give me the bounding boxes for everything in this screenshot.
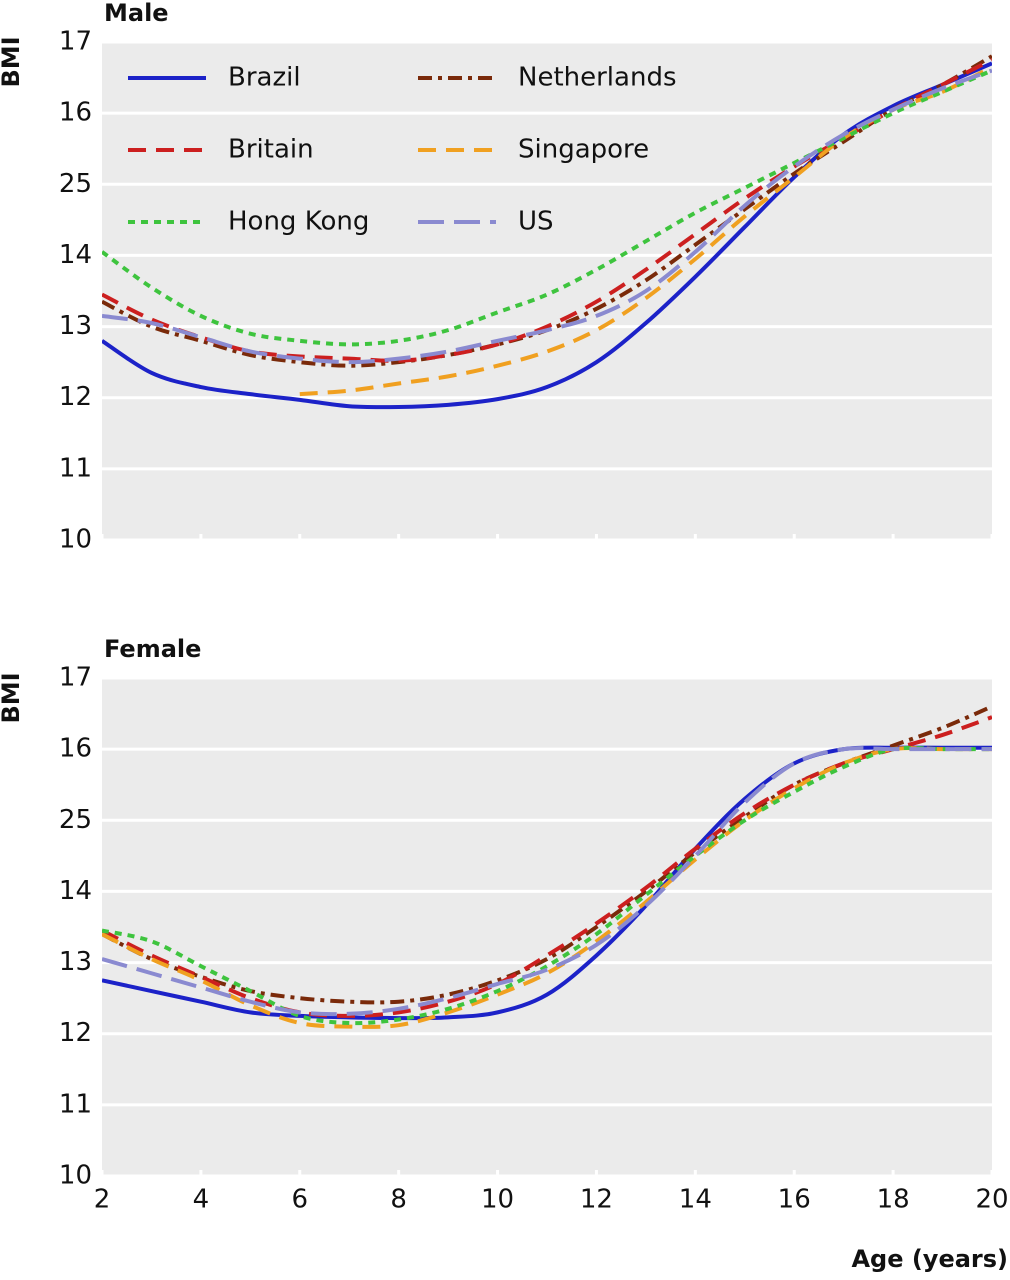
x-tick-label: 18: [877, 1185, 910, 1215]
series-line: [102, 715, 992, 1018]
legend-label: Singapore: [518, 135, 649, 165]
y-tick-label: 11: [59, 453, 92, 483]
y-tick-label: 25: [59, 169, 92, 199]
x-axis-label: Age (years): [851, 1245, 1008, 1273]
x-tick-label: 16: [778, 1185, 811, 1215]
x-tick-label: 4: [193, 1185, 210, 1215]
y-axis-label: BMI: [0, 672, 25, 723]
x-tick-label: 10: [481, 1185, 514, 1215]
x-tick-label: 8: [390, 1185, 407, 1215]
y-tick-label: 13: [59, 947, 92, 977]
y-tick-label: 16: [59, 734, 92, 764]
legend-label: Hong Kong: [228, 207, 369, 237]
x-tick-label: 20: [975, 1185, 1008, 1215]
y-tick-label: 11: [59, 1089, 92, 1119]
y-tick-label: 12: [59, 1018, 92, 1048]
y-tick-label: 25: [59, 805, 92, 835]
plot-background: [102, 678, 992, 1176]
x-tick-label: 6: [292, 1185, 309, 1215]
legend-label: Brazil: [228, 63, 301, 93]
y-tick-label: 12: [59, 382, 92, 412]
legend-label: US: [518, 207, 554, 237]
series-line: [102, 68, 992, 347]
plot-background: [102, 42, 992, 540]
legend-label: Netherlands: [518, 63, 677, 93]
y-tick-label: 13: [59, 311, 92, 341]
y-tick-label: 10: [59, 525, 92, 555]
series-line: [102, 746, 992, 1017]
y-tick-label: 14: [59, 240, 92, 270]
y-tick-label: 17: [59, 27, 92, 57]
x-tick-label: 14: [679, 1185, 712, 1215]
legend-label: Britain: [228, 135, 314, 165]
y-tick-label: 16: [59, 98, 92, 128]
y-axis-label: BMI: [0, 36, 25, 87]
x-tick-label: 2: [94, 1185, 111, 1215]
series-line: [102, 745, 992, 1026]
panel-title: Female: [104, 635, 201, 663]
x-tick-label: 12: [580, 1185, 613, 1215]
y-tick-label: 17: [59, 663, 92, 693]
y-tick-label: 10: [59, 1161, 92, 1191]
series-line: [102, 68, 992, 365]
y-tick-label: 14: [59, 876, 92, 906]
panel-title: Male: [104, 0, 169, 27]
